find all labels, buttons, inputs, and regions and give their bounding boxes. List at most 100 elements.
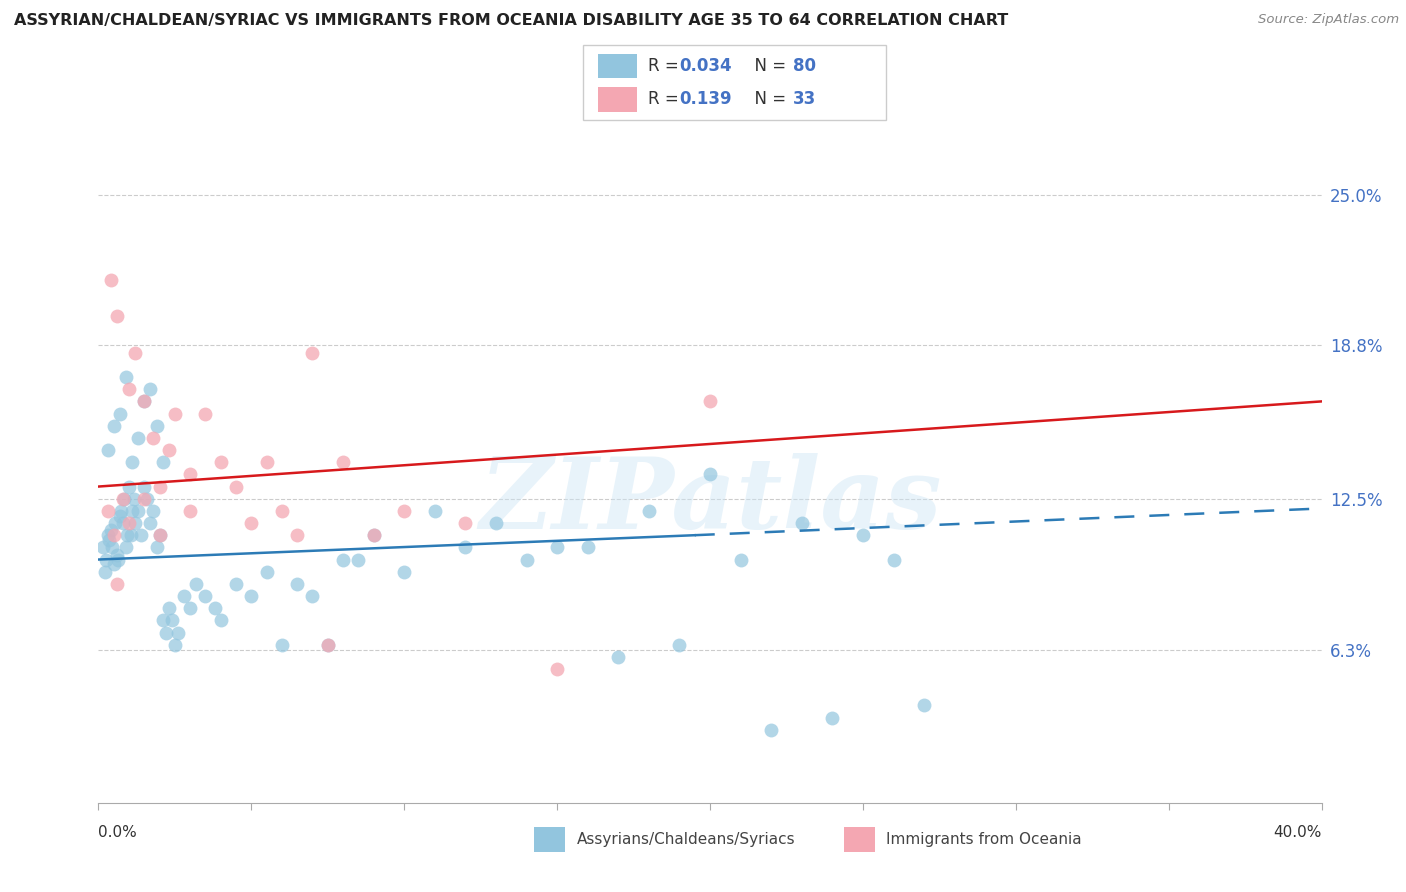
Point [134,394,156,409]
Point [103,528,125,542]
Point [120,528,142,542]
Point [94,552,117,566]
Point [790,516,813,530]
Point [699,467,721,482]
Point [100,273,122,287]
Point [256,455,278,469]
Point [516,552,538,566]
Point [145,418,167,433]
Point [225,577,247,591]
Point [98,533,121,547]
Point [225,479,247,493]
Point [167,625,190,640]
Point [256,565,278,579]
Point [347,552,370,566]
Point [122,491,145,506]
Point [124,516,146,530]
Point [93,565,115,579]
Point [270,638,294,652]
Point [163,638,186,652]
Point [363,528,385,542]
Point [761,723,783,737]
Point [699,394,721,409]
Point [912,698,935,713]
Text: R =: R = [648,57,685,75]
Point [852,528,875,542]
Point [316,638,339,652]
Point [104,516,127,530]
Point [392,504,416,518]
Point [110,504,132,518]
Point [97,504,120,518]
Point [155,625,177,640]
Point [883,552,905,566]
Text: R =: R = [648,90,689,108]
Point [285,577,308,591]
Point [149,528,172,542]
Text: 40.0%: 40.0% [1274,825,1322,840]
Point [111,491,134,506]
Point [115,370,138,384]
Point [607,649,630,664]
Point [152,613,174,627]
Point [209,455,232,469]
Point [134,479,156,493]
Point [316,638,339,652]
Point [103,558,125,572]
Point [270,504,294,518]
Point [139,516,162,530]
Text: 80: 80 [793,57,815,75]
Text: 0.034: 0.034 [679,57,731,75]
Point [124,345,146,359]
Point [392,565,416,579]
Point [121,504,143,518]
Point [107,552,129,566]
Text: 33: 33 [793,90,817,108]
Point [112,491,135,506]
Point [91,541,114,555]
Point [134,491,156,506]
Text: 0.0%: 0.0% [98,825,138,840]
Point [149,479,172,493]
Point [101,541,124,555]
Point [118,479,141,493]
Point [111,516,134,530]
Point [638,504,661,518]
Point [179,504,201,518]
Point [97,443,120,458]
Point [179,601,201,615]
Point [546,662,568,676]
Point [454,516,477,530]
Point [149,528,172,542]
Point [142,504,165,518]
Point [332,455,354,469]
Point [129,528,152,542]
Point [423,504,446,518]
Text: N =: N = [744,57,792,75]
Point [142,431,165,445]
Point [134,394,156,409]
Point [194,407,217,421]
Point [145,541,167,555]
Point [115,541,138,555]
Point [121,455,143,469]
Point [301,345,323,359]
Point [301,589,323,603]
Point [127,504,149,518]
Point [152,455,174,469]
Point [204,601,226,615]
Point [194,589,217,603]
Text: Assyrians/Chaldeans/Syriacs: Assyrians/Chaldeans/Syriacs [576,832,794,847]
Text: N =: N = [744,90,792,108]
Point [179,467,201,482]
Point [240,589,263,603]
Point [209,613,232,627]
Point [105,548,128,562]
Point [105,577,128,591]
Point [332,552,354,566]
Point [100,524,122,538]
Point [485,516,508,530]
Point [117,528,139,542]
Point [454,541,477,555]
Text: Immigrants from Oceania: Immigrants from Oceania [886,832,1081,847]
